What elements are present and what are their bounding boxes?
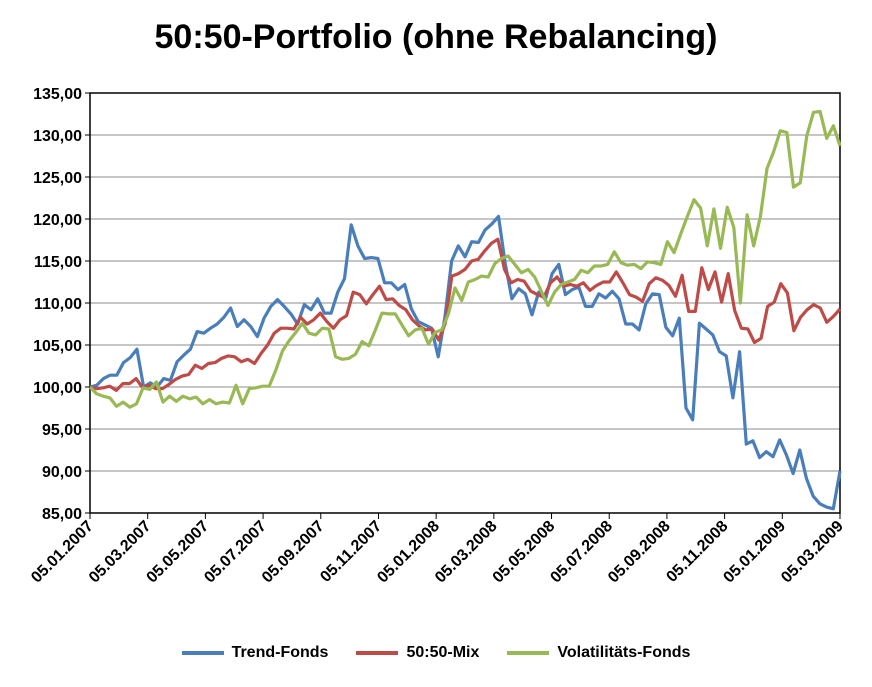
- legend-item-mix: 50:50-Mix: [356, 644, 479, 662]
- y-tick-label: 135,00: [33, 86, 82, 103]
- x-axis: 05.01.200705.03.200705.05.200705.07.2007…: [28, 513, 847, 586]
- legend: Trend-Fonds 50:50-Mix Volatilitäts-Fonds: [0, 644, 872, 662]
- x-tick-label: 05.09.2008: [605, 518, 674, 587]
- series-lines: [88, 109, 842, 511]
- y-axis: 85,00 90,00 95,00 100,00 105,00 110,00 115,00 1…: [33, 86, 90, 523]
- legend-swatch: [181, 651, 224, 655]
- legend-swatch: [356, 651, 399, 655]
- y-tick-label: 105,00: [33, 338, 82, 355]
- series-line-1: [89, 214, 842, 511]
- y-tick-label: 100,00: [33, 380, 82, 397]
- legend-item-vola: Volatilitäts-Fonds: [507, 644, 690, 662]
- y-tick-label: 115,00: [34, 254, 82, 271]
- legend-label: 50:50-Mix: [406, 644, 480, 661]
- x-tick-label: 05.09.2007: [259, 518, 328, 587]
- legend-label: Trend-Fonds: [231, 644, 329, 661]
- y-tick-label: 85,00: [42, 506, 82, 523]
- y-tick-label: 90,00: [42, 464, 82, 481]
- y-tick-label: 120,00: [33, 212, 82, 229]
- gridlines: [90, 92, 840, 514]
- y-tick-label: 95,00: [42, 422, 82, 439]
- y-tick-label: 130,00: [33, 128, 82, 145]
- legend-item-trend: Trend-Fonds: [181, 644, 329, 662]
- chart-title: 50:50-Portfolio (ohne Rebalancing): [154, 18, 718, 56]
- legend-swatch: [507, 651, 550, 655]
- series-line-3: [88, 109, 842, 409]
- x-tick-label: 05.03.2009: [778, 518, 847, 587]
- y-tick-label: 125,00: [33, 170, 82, 187]
- y-tick-label: 110,00: [34, 296, 82, 313]
- legend-label: Volatilitäts-Fonds: [557, 644, 691, 661]
- series-line-2: [89, 237, 842, 392]
